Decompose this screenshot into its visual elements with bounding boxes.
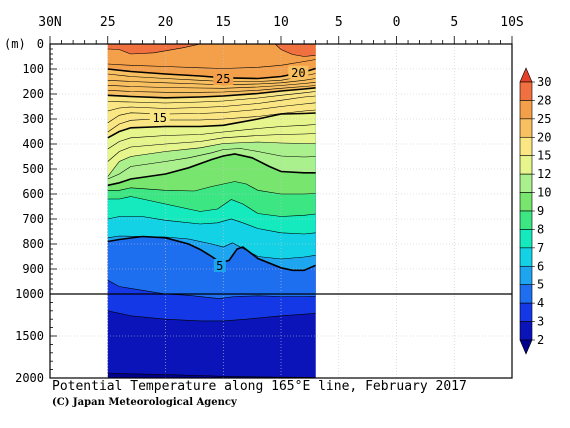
- isotherm-12: [107, 141, 316, 177]
- colorbar-label: 28: [537, 93, 551, 107]
- colorbar-segment: [519, 210, 533, 230]
- x-tick-label: 30N: [38, 15, 61, 30]
- y-tick-label: 1000: [15, 287, 44, 301]
- isotherm-13: [107, 133, 316, 162]
- colorbar-label: 4: [537, 296, 544, 310]
- colorbar-segment: [519, 247, 533, 267]
- colorbar-label: 25: [537, 112, 551, 126]
- colorbar-segment: [519, 302, 533, 322]
- colorbar-segment: [519, 100, 533, 120]
- band-above-28: [107, 44, 201, 54]
- colorbar-label: 9: [537, 204, 544, 218]
- colorbar-segment: [519, 155, 533, 175]
- isotherm-label-bg: [288, 65, 309, 79]
- colorbar-label: 3: [537, 315, 544, 329]
- y-tick-label: 0: [37, 37, 44, 51]
- x-tick-label: 5: [335, 15, 343, 30]
- x-tick-label: 0: [393, 15, 401, 30]
- isotherm-16: [107, 109, 316, 133]
- colorbar-min-triangle: [519, 339, 533, 355]
- isotherm-label: 20: [291, 66, 305, 80]
- colorbar-segment: [519, 321, 533, 341]
- colorbar-segment: [519, 118, 533, 138]
- isotherm-28: [107, 43, 201, 55]
- y-tick-label: 1500: [15, 329, 44, 343]
- y-tick-label: 100: [22, 62, 44, 76]
- colorbar-label: 6: [537, 259, 544, 273]
- y-tick-label: 600: [22, 187, 44, 201]
- isotherm-9: [107, 181, 316, 195]
- isotherm-18: [107, 95, 316, 112]
- colorbar-max-triangle: [519, 67, 533, 83]
- isotherm-26: [107, 59, 316, 69]
- isotherm-14: [107, 124, 316, 150]
- colorbar-label: 7: [537, 241, 544, 255]
- colorbar-label: 5: [537, 278, 544, 292]
- y-tick-label: 300: [22, 112, 44, 126]
- colorbar-label: 12: [537, 167, 551, 181]
- isotherm-28: [274, 43, 316, 57]
- isotherm-label-bg: [213, 259, 226, 272]
- isotherm-20: [107, 87, 316, 99]
- y-tick-label: 700: [22, 212, 44, 226]
- isotherm-2: [107, 372, 316, 378]
- colorbar-segment: [519, 192, 533, 212]
- colorbar-segment: [519, 136, 533, 157]
- isotherm-19: [107, 91, 316, 104]
- isotherm-label: 25: [216, 72, 230, 86]
- temperature-fill-layer: [107, 44, 316, 378]
- credit-text: (C) Japan Meteorological Agency: [52, 397, 237, 408]
- top-axis: [49, 36, 513, 44]
- y-tick-label: 200: [22, 87, 44, 101]
- y-tick-label: 2000: [15, 371, 44, 385]
- x-tick-label: 20: [158, 15, 174, 30]
- y-tick-label: 800: [22, 237, 44, 251]
- y-unit-label: (m): [4, 37, 26, 51]
- isotherm-8: [107, 196, 316, 217]
- band-above-28: [275, 44, 316, 57]
- isotherm-17: [107, 102, 316, 124]
- isotherm-11: [107, 148, 316, 180]
- colorbar-segment: [519, 284, 533, 304]
- colorbar-segment: [519, 81, 533, 101]
- y-tick-label: 900: [22, 262, 44, 276]
- colorbar-segment: [519, 173, 533, 193]
- isotherm-label: 5: [216, 259, 223, 273]
- y-tick-label: 400: [22, 137, 44, 151]
- isotherm-label: 15: [152, 111, 166, 125]
- colorbar-label: 20: [537, 130, 551, 144]
- colorbar-segment: [519, 265, 533, 286]
- y-tick-label: 500: [22, 162, 44, 176]
- colorbar-label: 15: [537, 149, 551, 163]
- colorbar-label: 8: [537, 222, 544, 236]
- isotherm-15: [107, 112, 316, 139]
- colorbar-label: 30: [537, 75, 551, 89]
- isotherm-22: [107, 82, 316, 89]
- colorbar: 30 28 25 20 15 12 10 9 8 7 6 5 4 3 2: [519, 67, 551, 355]
- x-tick-label: 10S: [500, 15, 523, 30]
- colorbar-label: 10: [537, 186, 551, 200]
- isotherm-label-bg: [213, 72, 234, 85]
- left-axis: [50, 43, 57, 379]
- x-tick-label: 5: [450, 15, 458, 30]
- isotherm-3: [107, 310, 316, 322]
- colorbar-segment: [519, 229, 533, 249]
- x-tick-label: 25: [100, 15, 116, 30]
- isotherm-7: [107, 216, 316, 235]
- isotherm-4: [107, 280, 316, 299]
- isotherm-10: [107, 153, 316, 187]
- isotherm-label-bg: [149, 110, 170, 124]
- x-tick-label: 15: [215, 15, 231, 30]
- chart-title: Potential Temperature along 165°E line, …: [52, 379, 467, 394]
- isotherm-21: [107, 85, 316, 93]
- colorbar-label: 2: [537, 333, 544, 347]
- x-tick-label: 10: [273, 15, 289, 30]
